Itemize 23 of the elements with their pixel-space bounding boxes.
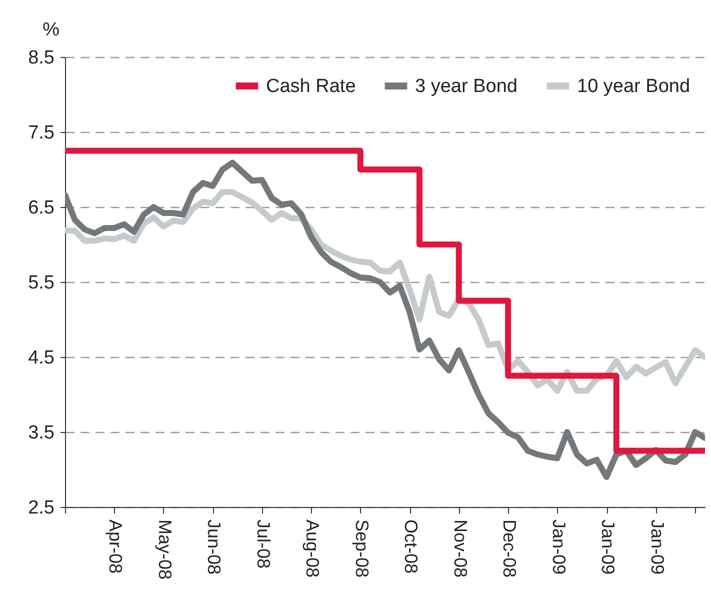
x-tick-label: Jan-09: [647, 520, 668, 575]
x-tick-label: Jul-08: [253, 520, 274, 569]
x-tick-label: Aug-08: [302, 520, 323, 578]
y-tick-label: 3.5: [28, 422, 54, 444]
x-tick-label: Nov-08: [450, 520, 470, 578]
x-tick-label: Apr-08: [106, 520, 126, 574]
y-tick-label: 2.5: [28, 498, 54, 518]
x-tick-label: May-08: [154, 520, 175, 580]
x-tick-label: Sep-08: [352, 520, 372, 578]
y-tick-label: 6.5: [28, 198, 54, 218]
legend-label: Cash Rate: [266, 76, 356, 97]
x-tick-label: Oct-08: [401, 520, 422, 574]
y-tick-label: 5.5: [28, 272, 54, 294]
legend-label: 10 year Bond: [577, 76, 690, 97]
x-tick-label: Dec-08: [500, 520, 520, 578]
y-tick-label: 7.5: [28, 122, 54, 144]
y-axis-title: %: [42, 20, 60, 40]
x-tick-label: Jun-08: [204, 520, 224, 575]
y-tick-label: 8.5: [28, 48, 54, 68]
x-tick-label: Jan-09: [548, 520, 569, 575]
y-tick-label: 4.5: [28, 348, 54, 368]
legend-label: 3 year Bond: [415, 76, 518, 97]
x-tick-label: Jan-09: [598, 520, 618, 575]
